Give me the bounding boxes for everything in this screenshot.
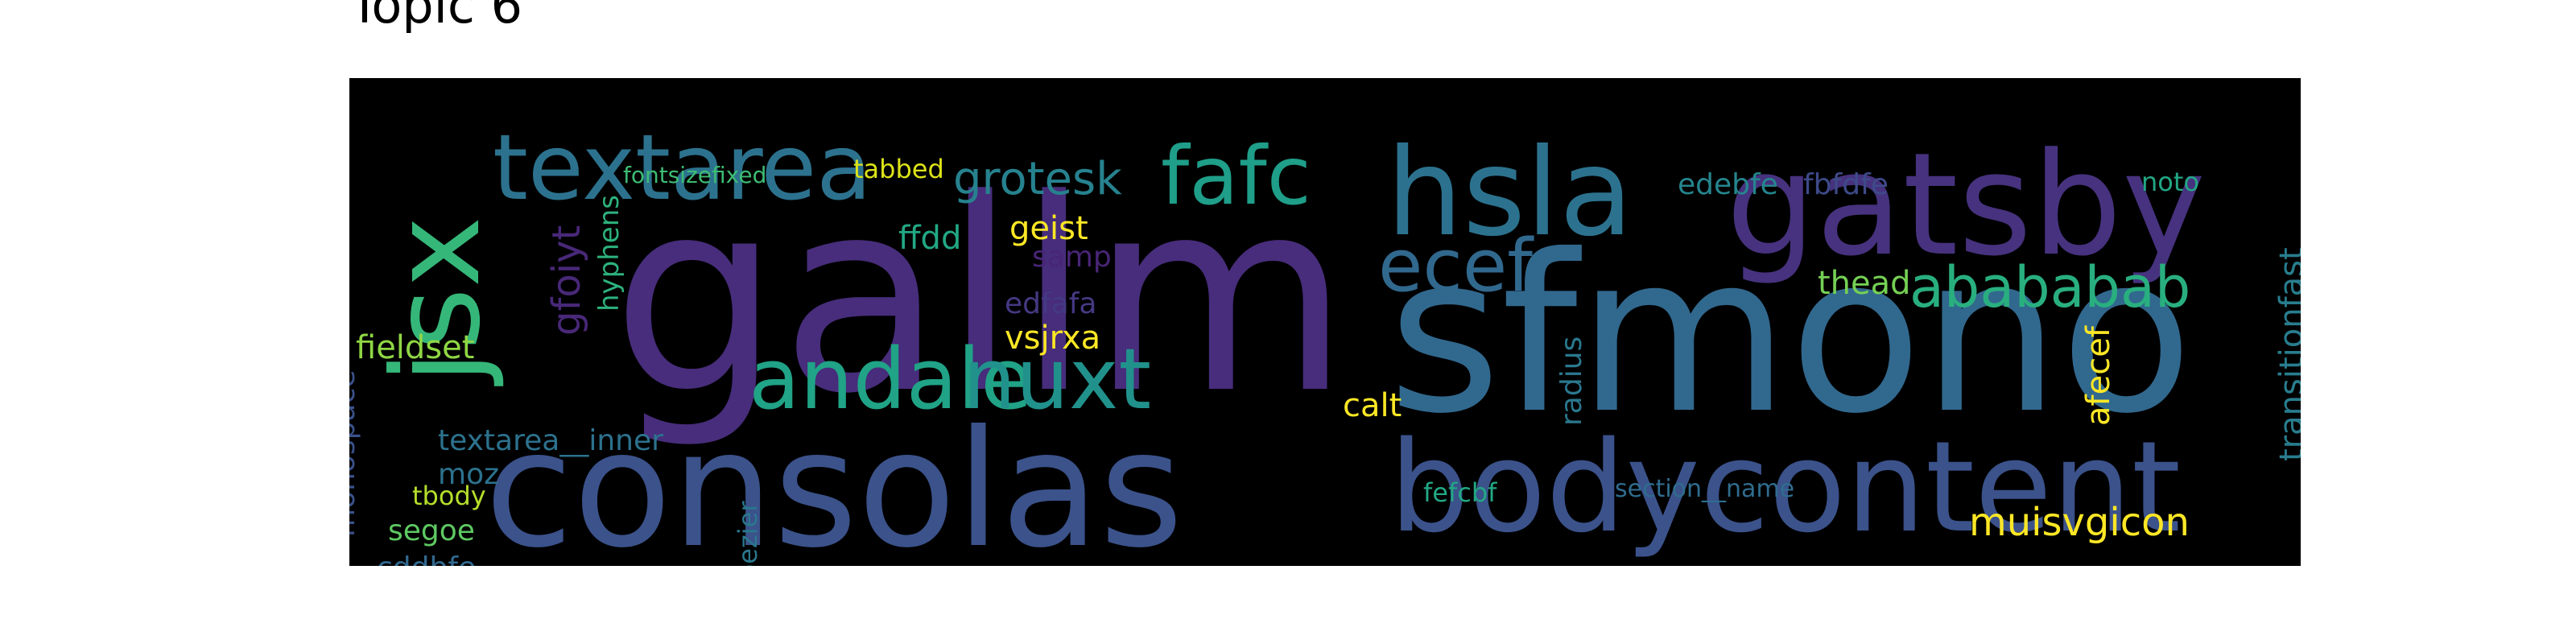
word-gatsby: gatsby (1726, 122, 2206, 287)
word-cddbfe: cddbfe (377, 551, 476, 566)
word-noto: noto (2141, 167, 2199, 197)
word-gfoiyt: gfoiyt (544, 225, 589, 336)
word-bodycontent: bodycontent (1389, 414, 2181, 560)
word-transitionfast: transitionfast (2273, 247, 2301, 461)
word-hyphens: hyphens (593, 195, 625, 312)
word-abababab: abababab (1909, 254, 2190, 320)
word-tabbed: tabbed (853, 154, 944, 184)
word-sfmono: sfmono (1388, 208, 2193, 461)
word-muisvgicon: muisvgicon (1969, 500, 2190, 545)
word-cloud: gallm sfmono consolas bodycontent gatsby hsla… (349, 78, 2301, 566)
word-tbody: tbody (412, 481, 486, 511)
word-radius: radius (1555, 336, 1588, 426)
word-moz: moz (438, 458, 499, 491)
word-edfafa: edfafa (1005, 287, 1096, 320)
word-geist: geist (1009, 210, 1088, 247)
word-calt: calt (1343, 387, 1402, 424)
word-fafc: fafc (1161, 129, 1311, 223)
word-grotesk: grotesk (953, 153, 1122, 205)
word-fefcbf: fefcbf (1423, 477, 1497, 508)
word-gallm: gallm (612, 142, 1350, 452)
word-segoe: segoe (388, 514, 475, 547)
word-thead: thead (1818, 265, 1911, 302)
word-textarea: textarea (493, 116, 872, 221)
word-nuxt: nuxt (963, 330, 1151, 428)
word-ffdd: ffdd (898, 220, 961, 257)
word-fbfdfe: fbfdfe (1803, 168, 1889, 201)
word-textarea-inner: textarea__inner (438, 424, 663, 457)
word-monospace: monospace (349, 369, 361, 537)
word-edebfe: edebfe (1678, 168, 1778, 201)
word-ecef: ecef (1378, 224, 1534, 308)
word-bezier: bezier (733, 501, 763, 566)
word-cloud-canvas: gallm sfmono consolas bodycontent gatsby hsla… (349, 116, 2301, 566)
word-andale: andale (749, 330, 1032, 428)
word-fontsizefixed: fontsizefixed (623, 162, 766, 188)
word-samp: samp (1032, 241, 1112, 274)
word-fieldset: fieldset (356, 329, 474, 366)
word-hsla: hsla (1386, 123, 1633, 263)
word-jsx: jsx (367, 216, 507, 386)
word-afecef: afecef (2080, 325, 2117, 426)
word-vsjrxa: vsjrxa (1005, 320, 1100, 357)
chart-title: Topic 6 (349, 0, 523, 35)
word-consolas: consolas (485, 396, 1183, 566)
word-section-name: section__name (1615, 475, 1794, 503)
